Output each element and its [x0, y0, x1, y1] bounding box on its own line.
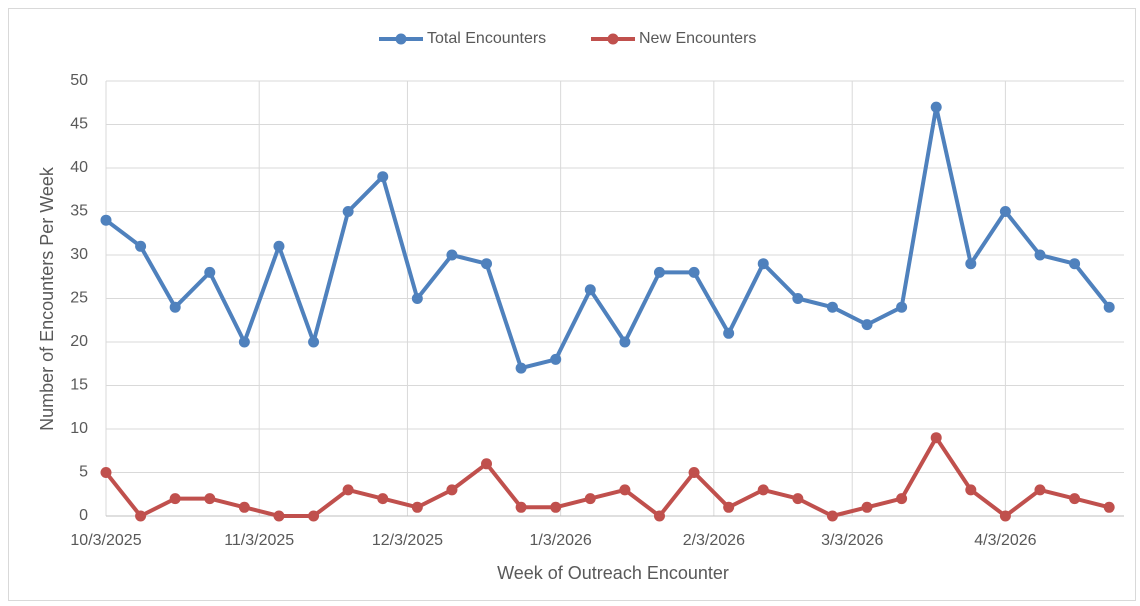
y-tick-label: 20	[70, 333, 88, 350]
y-axis-label: Number of Encounters Per Week	[37, 166, 57, 431]
y-tick-label: 15	[70, 377, 88, 394]
y-tick-label: 0	[79, 507, 88, 524]
marker	[1069, 258, 1081, 270]
marker	[653, 266, 665, 278]
marker	[1103, 301, 1115, 313]
marker	[204, 493, 216, 505]
marker	[169, 301, 181, 313]
marker	[308, 510, 320, 522]
marker	[238, 501, 250, 513]
marker	[100, 214, 112, 226]
legend-label: New Encounters	[639, 30, 756, 47]
marker	[550, 501, 562, 513]
y-tick-label: 25	[70, 290, 88, 307]
marker	[826, 301, 838, 313]
y-tick-label: 5	[79, 464, 88, 481]
marker	[861, 501, 873, 513]
marker	[930, 101, 942, 113]
y-tick-label: 30	[70, 246, 88, 263]
marker	[792, 293, 804, 304]
marker	[930, 432, 942, 444]
y-tick-label: 35	[70, 203, 88, 220]
marker	[342, 206, 354, 217]
marker	[723, 327, 735, 339]
marker	[619, 336, 631, 348]
marker	[1103, 501, 1115, 513]
marker	[999, 206, 1011, 217]
y-tick-label: 40	[70, 159, 88, 176]
marker	[1069, 493, 1081, 505]
marker	[135, 240, 147, 252]
marker	[792, 493, 804, 505]
marker	[342, 484, 354, 496]
y-tick-label: 45	[70, 116, 88, 133]
marker	[999, 510, 1011, 522]
marker	[273, 510, 285, 522]
marker	[1034, 249, 1046, 261]
marker	[757, 258, 769, 270]
marker	[896, 493, 908, 505]
marker	[515, 501, 527, 513]
x-axis-label: Week of Outreach Encounter	[497, 563, 729, 583]
marker	[273, 240, 285, 252]
marker	[238, 336, 250, 348]
marker	[653, 510, 665, 522]
marker	[481, 258, 493, 270]
marker	[584, 493, 596, 505]
marker	[896, 301, 908, 313]
y-tick-label: 50	[70, 72, 88, 89]
y-tick-label: 10	[70, 420, 88, 437]
marker	[550, 353, 562, 365]
x-tick-label: 2/3/2026	[683, 532, 745, 549]
marker	[688, 467, 700, 478]
legend-marker	[607, 33, 619, 45]
x-tick-label: 11/3/2025	[224, 532, 294, 549]
series-line	[104, 105, 1111, 371]
x-tick-label: 1/3/2026	[530, 532, 592, 549]
marker	[757, 484, 769, 496]
x-tick-label: 4/3/2026	[974, 532, 1036, 549]
marker	[135, 510, 147, 522]
marker	[377, 171, 389, 183]
marker	[619, 484, 631, 496]
marker	[515, 362, 527, 374]
marker	[411, 501, 423, 513]
marker	[169, 493, 181, 505]
marker	[584, 284, 596, 296]
marker	[204, 266, 216, 278]
marker	[965, 258, 977, 270]
marker	[308, 336, 320, 348]
marker	[861, 319, 873, 331]
marker	[411, 293, 423, 304]
marker	[446, 249, 458, 261]
marker	[965, 484, 977, 496]
marker	[826, 510, 838, 522]
legend-label: Total Encounters	[427, 30, 546, 47]
series-line	[104, 435, 1110, 518]
marker	[100, 467, 112, 478]
marker	[481, 458, 493, 470]
marker	[446, 484, 458, 496]
x-tick-label: 12/3/2025	[372, 532, 443, 549]
x-tick-label: 10/3/2025	[70, 532, 141, 549]
x-tick-label: 3/3/2026	[821, 532, 883, 549]
marker	[688, 266, 700, 278]
legend-marker	[395, 33, 407, 45]
marker	[1034, 484, 1046, 496]
marker	[377, 493, 389, 505]
marker	[723, 501, 735, 513]
